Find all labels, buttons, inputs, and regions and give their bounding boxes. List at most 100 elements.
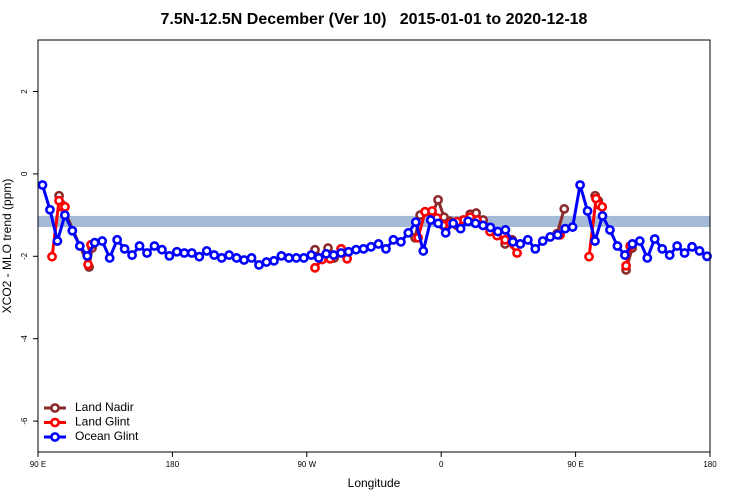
point-marker xyxy=(530,243,541,254)
point-marker xyxy=(545,232,556,242)
x-tick-label: 0 xyxy=(439,460,444,469)
point-marker xyxy=(552,229,563,240)
point-marker xyxy=(306,250,317,260)
legend-swatch-marker xyxy=(50,417,60,428)
reference-band xyxy=(38,215,710,228)
point-marker xyxy=(47,251,57,262)
point-marker xyxy=(388,234,399,245)
point-marker xyxy=(627,239,638,249)
point-marker xyxy=(672,241,683,251)
point-marker xyxy=(679,248,690,258)
point-marker xyxy=(328,250,339,260)
point-marker xyxy=(67,225,78,236)
point-marker xyxy=(186,248,197,258)
point-marker xyxy=(403,227,414,238)
point-marker xyxy=(567,222,578,232)
point-marker xyxy=(83,259,93,270)
point-marker xyxy=(463,216,473,227)
point-marker xyxy=(89,237,100,248)
point-marker xyxy=(427,206,437,216)
chart-title: 7.5N-12.5N December (Ver 10) 2015-01-01 … xyxy=(161,11,588,28)
point-marker xyxy=(621,260,631,271)
point-marker xyxy=(313,253,324,263)
point-marker xyxy=(261,257,272,267)
point-marker xyxy=(343,246,354,257)
legend-swatch-marker xyxy=(50,432,60,442)
point-marker xyxy=(433,218,444,229)
point-marker xyxy=(358,243,369,254)
point-marker xyxy=(470,218,481,229)
point-marker xyxy=(702,251,712,262)
band-layer xyxy=(38,215,710,228)
point-marker xyxy=(440,227,451,238)
point-marker xyxy=(418,246,429,256)
point-marker xyxy=(179,248,190,258)
legend-label: Land Nadir xyxy=(75,400,134,414)
y-tick-label: 2 xyxy=(20,89,29,94)
x-tick-label: 90 E xyxy=(30,460,46,469)
y-tick-label: -2 xyxy=(20,252,29,260)
x-axis-title: Longitude xyxy=(348,476,401,490)
point-marker xyxy=(283,253,294,263)
point-marker xyxy=(410,217,421,228)
point-marker xyxy=(60,201,70,212)
point-marker xyxy=(209,250,220,260)
point-marker xyxy=(597,211,608,221)
point-marker xyxy=(171,246,182,257)
point-marker xyxy=(45,204,55,215)
point-marker xyxy=(127,250,137,260)
legend-label: Ocean Glint xyxy=(75,429,139,443)
point-marker xyxy=(512,248,522,258)
point-marker xyxy=(522,234,533,245)
point-marker xyxy=(104,253,115,263)
point-marker xyxy=(687,241,697,252)
point-marker xyxy=(500,225,511,235)
point-marker xyxy=(112,234,123,245)
point-marker xyxy=(216,253,227,263)
point-marker xyxy=(52,236,63,246)
point-marker xyxy=(657,243,668,254)
point-marker xyxy=(351,244,361,255)
y-tick-label: -4 xyxy=(20,335,29,343)
point-marker xyxy=(664,250,675,260)
point-marker xyxy=(291,253,302,263)
point-marker xyxy=(134,241,145,251)
point-marker xyxy=(425,215,436,225)
point-marker xyxy=(231,253,242,263)
point-marker xyxy=(605,225,615,235)
point-marker xyxy=(37,180,48,190)
point-marker xyxy=(59,210,70,220)
point-marker xyxy=(149,241,160,251)
point-marker xyxy=(97,236,108,246)
point-marker xyxy=(590,236,600,246)
point-marker xyxy=(276,250,287,261)
point-marker xyxy=(694,246,705,256)
point-marker xyxy=(493,226,503,237)
lines-layer xyxy=(37,180,712,275)
point-marker xyxy=(619,250,630,260)
point-marker xyxy=(74,241,85,251)
point-marker xyxy=(142,248,152,258)
point-marker xyxy=(239,255,249,265)
point-marker xyxy=(254,260,264,270)
point-marker xyxy=(448,218,459,229)
point-marker xyxy=(194,251,205,262)
point-marker xyxy=(559,204,570,214)
x-tick-label: 180 xyxy=(166,460,180,469)
point-marker xyxy=(597,201,608,212)
x-tick-label: 180 xyxy=(703,460,717,469)
point-marker xyxy=(582,206,593,216)
point-marker xyxy=(269,255,279,266)
point-marker xyxy=(584,251,594,262)
point-marker xyxy=(500,234,511,245)
point-marker xyxy=(336,248,347,258)
point-marker xyxy=(634,236,645,246)
point-marker xyxy=(455,223,466,234)
legend-label: Land Glint xyxy=(75,415,130,429)
point-marker xyxy=(157,244,167,255)
point-marker xyxy=(395,236,406,247)
point-marker xyxy=(649,234,660,244)
point-marker xyxy=(485,222,496,233)
point-marker xyxy=(310,262,320,273)
